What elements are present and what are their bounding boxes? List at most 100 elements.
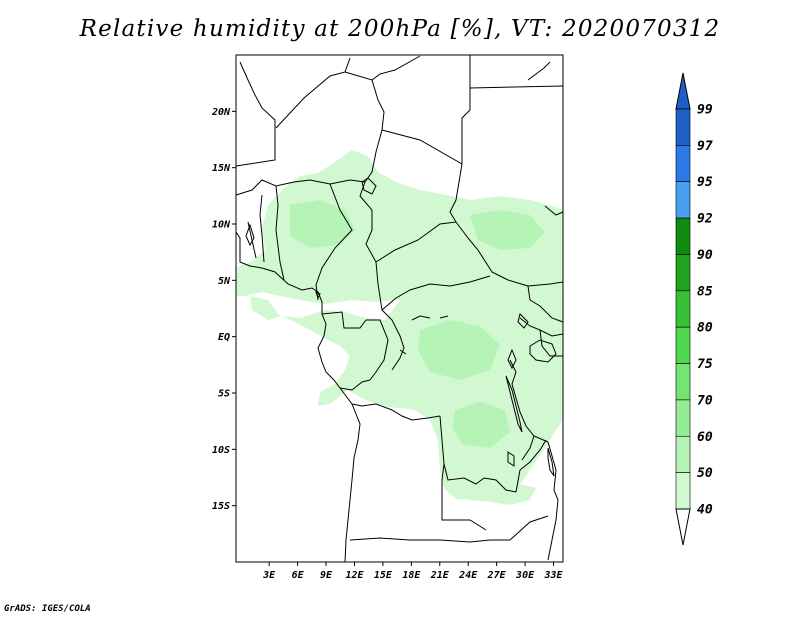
border-gabon — [321, 311, 367, 329]
colorbar-segment — [675, 108, 691, 146]
colorbar-level-label: 85 — [697, 284, 713, 299]
border-congo-2 — [339, 379, 371, 391]
border-east-1 — [544, 205, 564, 216]
lake-kivu — [507, 348, 517, 370]
colorbar-level-label: 99 — [697, 103, 713, 118]
lon-tick-label: 3E — [262, 570, 276, 581]
lat-tick-label: 5N — [218, 276, 231, 287]
border-ea-4 — [547, 441, 559, 561]
lat-tick-label: 20N — [211, 107, 231, 118]
border-drc-angola-2 — [439, 415, 517, 493]
border-north-7 — [381, 129, 463, 165]
humidity-region-south — [445, 478, 536, 505]
lake-malawi — [547, 447, 555, 477]
country-borders — [235, 55, 564, 563]
colorbar-level-label: 75 — [697, 357, 713, 372]
lat-tick-label: 10S — [212, 445, 230, 456]
colorbar-level-label: 40 — [697, 503, 713, 518]
border-ea-5 — [521, 435, 535, 461]
colorbar-segment — [675, 145, 691, 183]
border-zambia-east — [515, 439, 547, 493]
border-wa-3 — [275, 185, 285, 281]
lat-tick-label: 15N — [212, 163, 231, 174]
border-ea-3 — [509, 359, 549, 443]
colorbar-level-label: 60 — [697, 430, 713, 445]
humidity-patch-2 — [418, 320, 500, 380]
border-cameroon-chad — [359, 181, 383, 311]
river-2 — [439, 315, 449, 319]
colorbar-top-triangle — [675, 72, 691, 110]
humidity-field — [236, 150, 563, 505]
colorbar-segment — [675, 435, 691, 473]
colorbar-level-label: 50 — [697, 466, 713, 481]
border-wa-1 — [235, 179, 366, 196]
lon-tick-label: 15E — [374, 570, 393, 581]
lon-tick-label: 27E — [487, 570, 507, 581]
border-north-2 — [275, 57, 351, 129]
border-angola-namibia — [349, 537, 491, 543]
lon-tick-label: 21E — [430, 570, 450, 581]
border-congo-1 — [366, 319, 389, 381]
lake-albert — [517, 313, 529, 329]
border-wa-2 — [259, 194, 265, 263]
lon-tick-label: 12E — [345, 570, 364, 581]
colorbar-segment — [675, 472, 691, 510]
colorbar-segment — [675, 326, 691, 364]
colorbar-level-label: 90 — [697, 248, 713, 263]
lon-tick-label: 33E — [543, 570, 563, 581]
border-north-5 — [455, 55, 471, 201]
lat-tick-label: 5S — [218, 389, 230, 400]
lon-tick-label: 24E — [458, 570, 478, 581]
lon-tick-label: 30E — [515, 570, 535, 581]
humidity-region-north — [236, 150, 563, 304]
lake-chad — [361, 177, 377, 195]
lon-tick-label: 9E — [320, 570, 333, 581]
border-north-6 — [469, 85, 564, 89]
lat-tick-label: 10N — [212, 220, 231, 231]
colorbar-segment — [675, 254, 691, 292]
latitude-axis: 20N 15N 10N 5N EQ 5S 10S 15S — [211, 107, 236, 512]
lake-mweru — [507, 451, 515, 467]
map-title: Relative humidity at 200hPa [%], VT: 202… — [79, 16, 721, 42]
longitude-axis: 3E 6E 9E 12E 15E 18E 21E 24E 27E 30E 33E — [262, 562, 564, 581]
humidity-patch-1 — [290, 200, 355, 248]
river-1 — [411, 315, 431, 321]
border-north-1 — [235, 61, 276, 167]
colorbar-segment — [675, 399, 691, 437]
lat-tick-label: EQ — [218, 332, 230, 343]
humidity-region-central — [250, 282, 563, 500]
humidity-patch-4 — [452, 402, 510, 448]
lon-tick-label: 18E — [402, 570, 421, 581]
colorbar-level-label: 70 — [697, 393, 713, 408]
border-sudan-ssudan — [467, 237, 564, 287]
colorbar-segment — [675, 290, 691, 328]
lake-volta — [245, 223, 255, 247]
border-drc-angola-1 — [351, 403, 441, 421]
border-ssudan-east — [527, 285, 564, 323]
border-zambia-south — [490, 515, 549, 541]
border-north-3 — [344, 55, 421, 81]
coast-red-sea — [527, 61, 551, 81]
map-frame — [235, 54, 564, 563]
border-car-south — [381, 275, 491, 311]
colorbar-segment — [675, 363, 691, 401]
coastline-west-africa — [235, 231, 361, 563]
river-3 — [399, 349, 407, 355]
grads-credit: GrADS: IGES/COLA — [4, 604, 91, 614]
lake-victoria — [529, 339, 557, 363]
colorbar-level-label: 97 — [697, 139, 713, 154]
colorbar-level-label: 80 — [697, 321, 713, 336]
border-car-north — [375, 221, 469, 263]
border-angola-zambia — [441, 463, 487, 531]
border-chad-sudan — [449, 199, 457, 223]
border-congo-river — [381, 309, 405, 371]
colorbar-bottom-triangle — [675, 508, 691, 546]
border-ea-2 — [539, 329, 563, 357]
humidity-patch-3 — [470, 210, 545, 250]
lake-tanganyika — [505, 375, 523, 433]
colorbar-level-label: 92 — [697, 212, 713, 227]
colorbar-segment — [675, 217, 691, 255]
lat-tick-label: 15S — [212, 501, 230, 512]
colorbar: 99 97 95 92 90 85 80 75 70 60 50 40 — [675, 72, 713, 546]
